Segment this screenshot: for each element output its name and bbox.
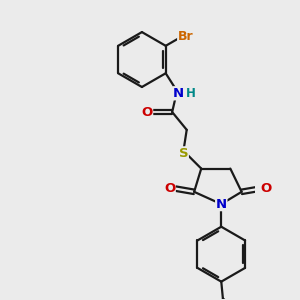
Text: Br: Br — [178, 30, 193, 43]
Text: N: N — [216, 198, 227, 211]
Text: O: O — [164, 182, 175, 195]
Text: O: O — [261, 182, 272, 195]
Text: S: S — [179, 147, 188, 160]
Text: N: N — [173, 87, 184, 100]
Text: O: O — [141, 106, 153, 118]
Text: H: H — [186, 87, 196, 100]
